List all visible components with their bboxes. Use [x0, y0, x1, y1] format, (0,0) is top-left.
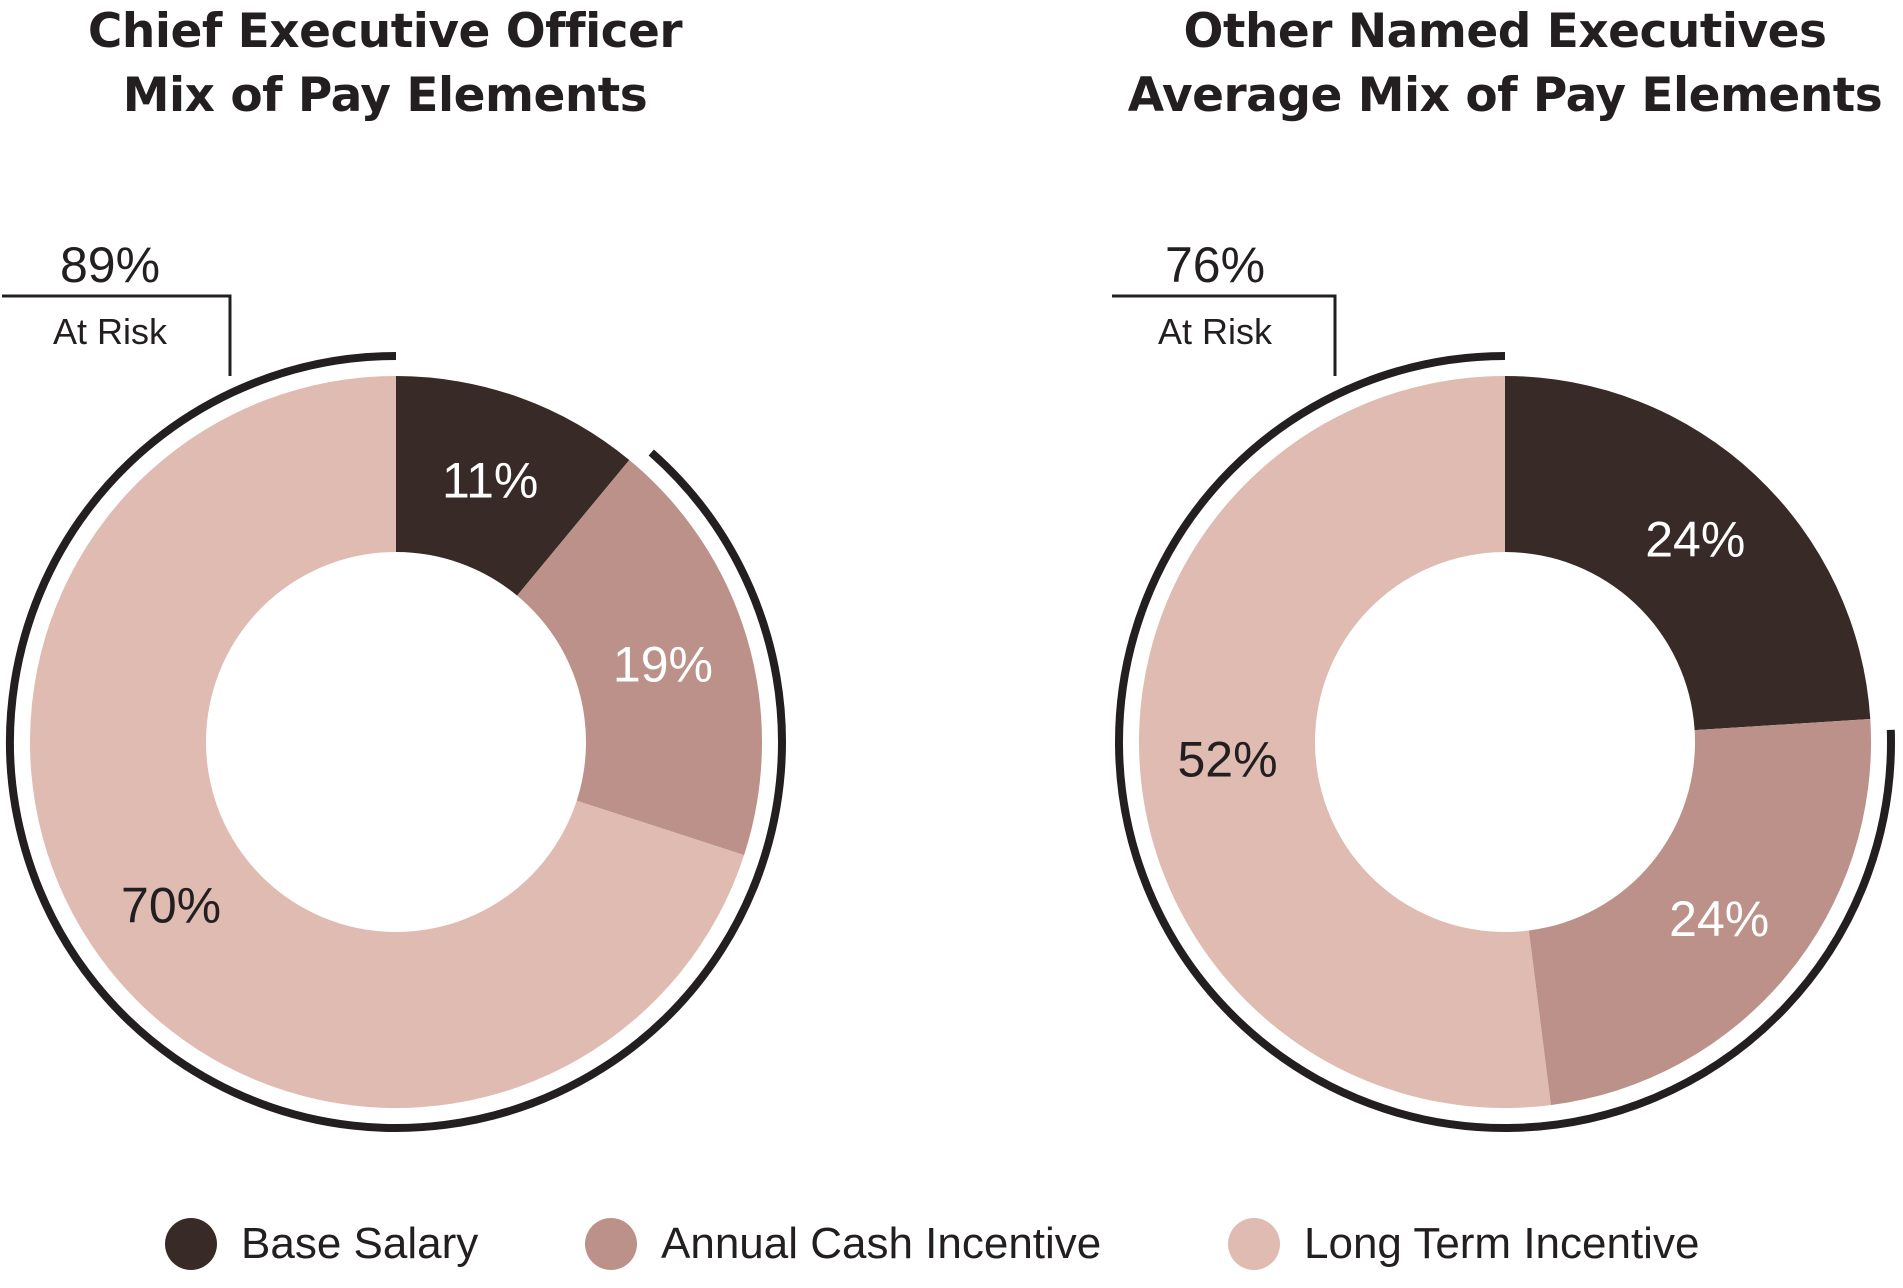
slice-label-base-salary: 11%: [442, 452, 538, 508]
chart-title-line: Chief Executive Officer: [87, 4, 683, 59]
legend-label: Annual Cash Incentive: [661, 1219, 1102, 1268]
legend-item-long-term-incentive: Long Term Incentive: [1228, 1218, 1699, 1270]
slice-label-base-salary: 24%: [1645, 511, 1745, 567]
at-risk-bracket: [2, 294, 232, 376]
slice-long-term-incentive: [1138, 376, 1551, 1109]
at-risk-arc: [1115, 352, 1895, 1132]
circle-swatch-icon: [1228, 1218, 1280, 1270]
slice-base-salary: [396, 376, 630, 596]
slice-annual-cash-incentive: [517, 459, 762, 856]
slice-label-long-term-incentive: 70%: [121, 877, 221, 933]
chart-title-ceo: Chief Executive Officer Mix of Pay Eleme…: [0, 0, 785, 128]
at-risk-percent: 89%: [60, 237, 160, 293]
donut-chart-other-executives: 24% 24% 52% 76% At Risk: [1112, 237, 1895, 1132]
chart-title-line: Average Mix of Pay Elements: [1127, 68, 1883, 123]
circle-swatch-icon: [585, 1218, 637, 1270]
legend-item-annual-cash-incentive: Annual Cash Incentive: [585, 1218, 1101, 1270]
slice-annual-cash-incentive: [1528, 719, 1872, 1106]
slice-label-annual-cash-incentive: 19%: [613, 636, 713, 692]
legend-item-base-salary: Base Salary: [165, 1218, 478, 1270]
chart-title-other-executives: Other Named Executives Average Mix of Pa…: [1105, 0, 1903, 128]
donut-chart-ceo: 11% 19% 70% 89% At Risk: [2, 237, 786, 1132]
at-risk-percent: 76%: [1165, 237, 1265, 293]
at-risk-caption: At Risk: [1158, 311, 1273, 352]
legend: Base Salary Annual Cash Incentive Long T…: [0, 1218, 1903, 1288]
slice-long-term-incentive: [29, 376, 745, 1108]
legend-label: Base Salary: [241, 1219, 479, 1268]
slice-label-annual-cash-incentive: 24%: [1669, 891, 1769, 947]
at-risk-bracket: [1112, 294, 1337, 376]
circle-swatch-icon: [165, 1218, 217, 1270]
chart-title-line: Other Named Executives: [1183, 4, 1827, 59]
slice-base-salary: [1505, 376, 1871, 731]
at-risk-arc: [6, 352, 786, 1132]
legend-label: Long Term Incentive: [1304, 1219, 1700, 1268]
at-risk-caption: At Risk: [53, 311, 168, 352]
chart-title-line: Mix of Pay Elements: [122, 68, 648, 123]
slice-label-long-term-incentive: 52%: [1178, 731, 1278, 787]
